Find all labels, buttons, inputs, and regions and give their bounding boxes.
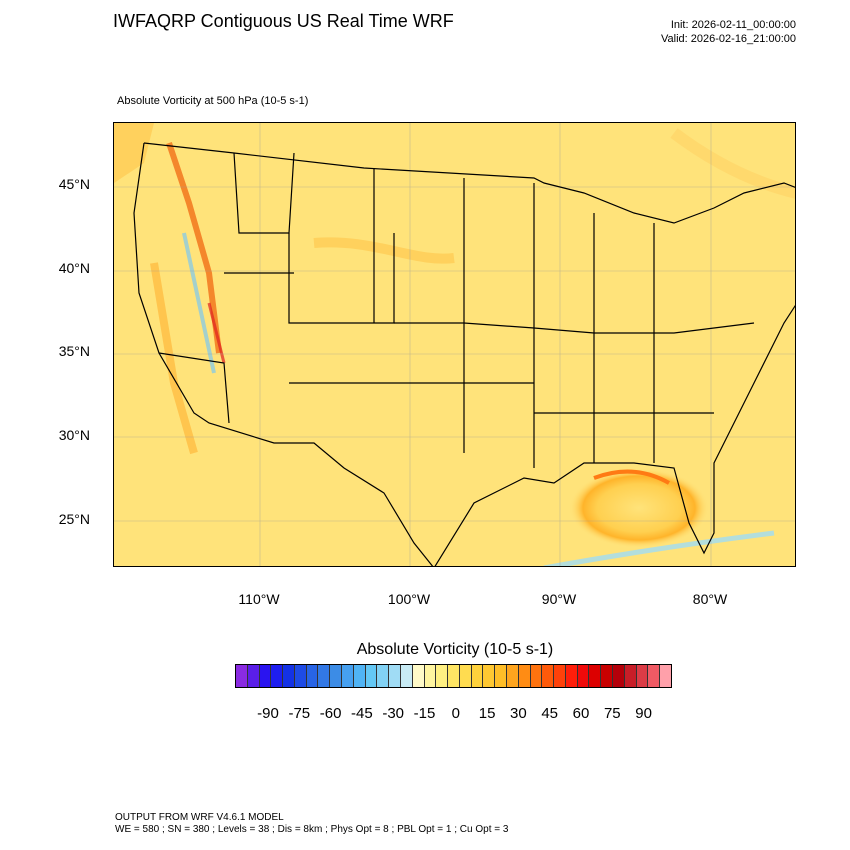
colorbar-title-row: Absolute Vorticity (10-5 s-1)	[0, 641, 850, 659]
colorbar-title: Absolute Vorticity (10-5 s-1)	[356, 641, 554, 658]
colorbar-swatch	[377, 665, 390, 687]
colorbar	[235, 664, 672, 688]
colorbar-swatch	[294, 665, 307, 687]
colorbar-swatch	[601, 665, 613, 687]
vorticity-streak	[150, 262, 198, 455]
colorbar-swatch	[389, 665, 401, 687]
colorbar-tick-label: -90	[257, 705, 279, 722]
colorbar-swatch	[400, 665, 413, 687]
colorbar-tick-label: -45	[351, 705, 373, 722]
vorticity-patch	[114, 123, 154, 183]
colorbar-swatch	[448, 665, 460, 687]
lat-label-40: 40°N	[58, 260, 90, 276]
colorbar-swatch	[648, 665, 661, 687]
init-time: Init: 2026-02-11_00:00:00	[670, 19, 796, 31]
map-svg	[114, 123, 795, 566]
footer-config: WE = 580 ; SN = 380 ; Levels = 38 ; Dis …	[115, 824, 509, 835]
colorbar-tick-label: 90	[635, 705, 652, 722]
lon-label-90w: 90°W	[541, 591, 577, 607]
lat-label-30: 30°N	[58, 427, 90, 443]
colorbar-swatch	[613, 665, 625, 687]
colorbar-swatch	[495, 665, 507, 687]
colorbar-swatch	[660, 665, 671, 687]
colorbar-swatch	[542, 665, 555, 687]
colorbar-swatch	[636, 665, 649, 687]
colorbar-tick-label: -30	[382, 705, 405, 722]
footer-model: OUTPUT FROM WRF V4.6.1 MODEL	[115, 812, 284, 823]
colorbar-swatch	[483, 665, 496, 687]
colorbar-swatch	[330, 665, 343, 687]
colorbar-tick-label: 30	[510, 705, 527, 722]
vorticity-map	[113, 122, 796, 567]
colorbar-swatch	[342, 665, 354, 687]
state-line	[394, 322, 755, 334]
field-label: Absolute Vorticity at 500 hPa (10-5 s-1)	[117, 95, 309, 107]
colorbar-swatch	[589, 665, 602, 687]
colorbar-swatch	[459, 665, 472, 687]
colorbar-swatch	[283, 665, 295, 687]
colorbar-tick-label: 45	[541, 705, 559, 722]
colorbar-swatch	[506, 665, 519, 687]
colorbar-tick-label: 15	[478, 705, 496, 722]
gulf-east-coast	[434, 304, 795, 566]
vorticity-streak	[313, 237, 455, 264]
lat-label-35: 35°N	[58, 343, 90, 359]
colorbar-swatch	[412, 665, 425, 687]
colorbar-tick-label: -15	[413, 705, 436, 722]
colorbar-swatch	[436, 665, 449, 687]
colorbar-swatch	[365, 665, 378, 687]
lon-label-80w: 80°W	[692, 591, 728, 607]
state-line	[233, 152, 295, 234]
colorbar-swatch	[471, 665, 484, 687]
colorbar-swatch	[271, 665, 284, 687]
colorbar-swatch	[247, 665, 260, 687]
colorbar-swatch	[318, 665, 331, 687]
colorbar-swatch	[530, 665, 543, 687]
vorticity-streak	[670, 128, 795, 199]
lon-label-110w: 110°W	[238, 591, 280, 607]
colorbar-tick-label: 60	[572, 705, 590, 722]
colorbar-swatch	[624, 665, 637, 687]
valid-time: Valid: 2026-02-16_21:00:00	[661, 33, 796, 45]
vorticity-streak	[593, 469, 670, 485]
state-line	[158, 352, 230, 424]
colorbar-swatch	[577, 665, 590, 687]
colorbar-tick-label: 75	[603, 705, 621, 722]
west-southwest-border	[133, 142, 434, 566]
vorticity-streak	[207, 302, 226, 364]
colorbar-swatch	[306, 665, 319, 687]
lon-label-100w: 100°W	[387, 591, 431, 607]
colorbar-tick-label: 0	[451, 705, 460, 722]
vorticity-streak	[182, 232, 216, 374]
vorticity-streak	[543, 530, 775, 566]
graticule	[114, 123, 795, 566]
colorbar-swatch	[424, 665, 437, 687]
colorbar-tick-label: -60	[319, 705, 342, 722]
colorbar-swatch	[554, 665, 566, 687]
lat-label-45: 45°N	[58, 176, 90, 192]
chart-title: IWFAQRP Contiguous US Real Time WRF	[113, 11, 454, 31]
northern-border	[143, 142, 795, 224]
colorbar-tick-label: -75	[288, 705, 311, 722]
gulf-vortex	[569, 468, 709, 548]
us-boundaries	[133, 142, 795, 566]
colorbar-swatch	[236, 665, 248, 687]
lat-label-25: 25°N	[58, 511, 90, 527]
colorbar-swatch	[518, 665, 531, 687]
vorticity-streak	[166, 142, 222, 354]
colorbar-swatch	[565, 665, 578, 687]
colorbar-swatch	[353, 665, 366, 687]
colorbar-swatch	[259, 665, 272, 687]
state-line	[288, 233, 395, 324]
